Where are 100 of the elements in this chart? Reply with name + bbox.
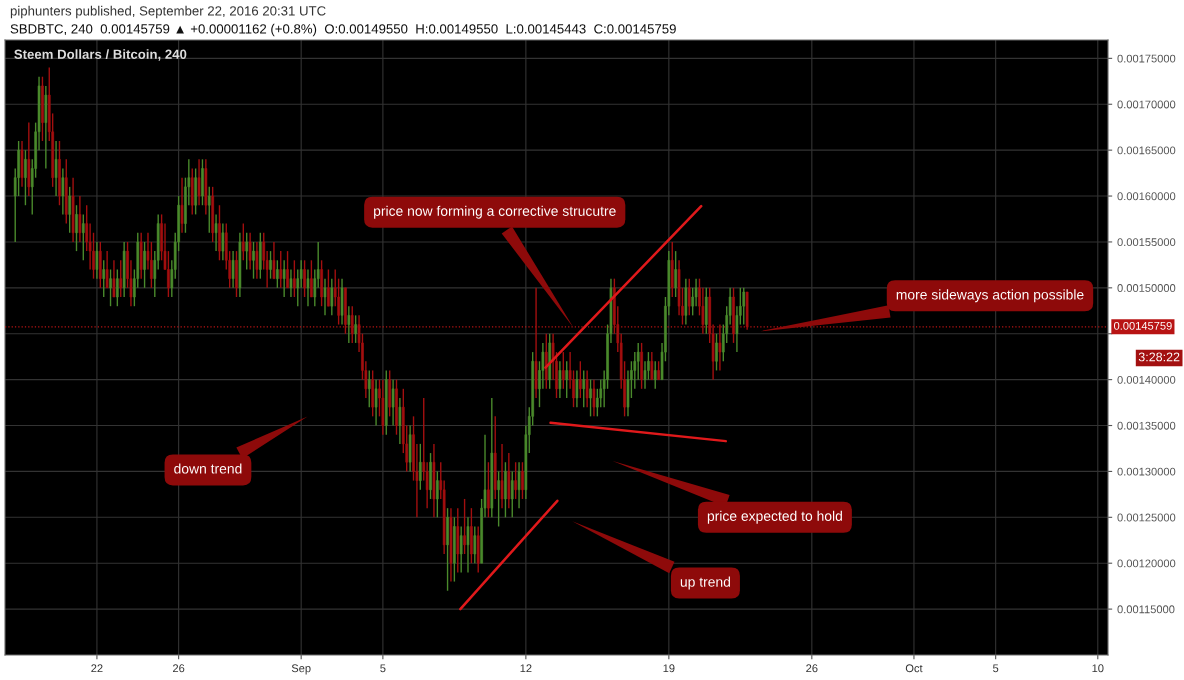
candlestick: [252, 241, 255, 280]
text: piphunters published, September 22, 2016 20:31 UTC: [10, 5, 326, 19]
candlestick: [214, 213, 218, 252]
y-tick-label: 0.00120000: [1117, 559, 1176, 568]
candlestick: [293, 259, 296, 298]
candlestick: [521, 461, 524, 500]
annotation: price now forming a corrective strucutre: [374, 205, 616, 219]
candlestick: [473, 525, 477, 564]
candlestick: [504, 461, 507, 519]
y-tick-label: 0.00140000: [1117, 375, 1176, 384]
candlestick: [466, 516, 470, 574]
x-tick-label: Oct: [905, 664, 923, 673]
candlestick: [75, 204, 78, 252]
candlestick: [143, 241, 146, 289]
candlestick: [95, 241, 99, 280]
candlestick: [487, 461, 490, 519]
candlestick: [653, 360, 657, 390]
x-tick-label: 26: [806, 664, 818, 673]
candlestick: [269, 250, 272, 280]
candlestick: [61, 167, 65, 216]
candlestick: [350, 305, 354, 344]
candlestick: [58, 140, 61, 206]
candlestick: [470, 507, 473, 564]
candlestick: [657, 360, 660, 381]
x-tick-label: 22: [91, 664, 103, 673]
candlestick: [429, 452, 432, 500]
candlestick: [320, 259, 323, 307]
candlestick: [398, 397, 402, 445]
candlestick: [589, 378, 592, 418]
candlestick: [418, 443, 422, 491]
text: Steem Dollars / Bitcoin, 240: [14, 49, 187, 61]
candlestick: [330, 277, 334, 317]
candlestick: [24, 149, 27, 206]
y-tick-label: 0.00150000: [1117, 284, 1176, 292]
candlestick: [367, 369, 371, 408]
candlestick: [650, 351, 654, 381]
candlestick: [517, 461, 521, 509]
candlestick: [310, 259, 313, 298]
text: SBDBTC, 240 0.00145759 ▲ +0.00001162 (+0.8%) O:0.00149550 H:0.00149550 L:0.00145443 C:0.00145759: [10, 23, 676, 37]
y-tick-label: 0.00165000: [1117, 146, 1176, 155]
candlestick: [497, 470, 500, 528]
candlestick: [201, 158, 204, 206]
candlestick: [303, 259, 306, 298]
candlestick: [592, 378, 596, 418]
annotation: more sideways action possible: [896, 289, 1084, 303]
y-tick-label: 0.00170000: [1117, 100, 1176, 109]
candlestick: [245, 232, 249, 271]
candlestick: [276, 259, 279, 289]
candlestick: [327, 268, 330, 307]
y-tick-label: 0.00135000: [1117, 421, 1176, 430]
candlestick: [640, 342, 643, 390]
candlestick: [116, 268, 119, 307]
x-tick-label: 26: [173, 664, 185, 673]
candlestick: [218, 204, 221, 261]
candlestick: [81, 213, 85, 261]
candlestick: [41, 76, 44, 142]
x-tick-label: 12: [520, 664, 532, 673]
candlestick: [395, 378, 398, 436]
candlestick: [207, 186, 211, 234]
candlestick: [313, 268, 317, 307]
candlestick: [211, 186, 214, 243]
candlestick: [742, 287, 746, 326]
candlestick: [323, 277, 327, 317]
candlestick: [109, 268, 112, 307]
ref-line-label: 0.00145759: [1113, 321, 1172, 330]
candlestick: [119, 259, 123, 298]
candlestick: [221, 222, 225, 261]
candlestick: [241, 222, 245, 261]
candlestick: [180, 176, 184, 234]
candlestick: [231, 250, 235, 289]
y-tick-label: 0.00125000: [1117, 513, 1176, 522]
candlestick: [436, 470, 439, 519]
candlestick: [112, 259, 116, 298]
candlestick: [78, 195, 82, 243]
x-tick-label: 5: [380, 664, 386, 673]
candlestick: [197, 158, 201, 206]
candlestick: [194, 167, 197, 216]
candlestick: [578, 360, 582, 399]
candlestick: [235, 250, 238, 298]
candlestick: [282, 259, 286, 298]
candlestick: [68, 186, 72, 234]
candlestick: [715, 333, 718, 372]
candlestick: [446, 507, 449, 592]
candlestick: [54, 140, 58, 197]
text: 3:28:22: [1138, 352, 1180, 362]
x-tick-label: 19: [663, 664, 675, 673]
candlestick: [286, 250, 289, 289]
candlestick: [255, 241, 259, 280]
y-tick-label: 0.00155000: [1117, 238, 1176, 247]
candlestick: [102, 259, 106, 298]
y-tick-label: 0.00175000: [1117, 54, 1176, 63]
annotation: price expected to hold: [707, 510, 842, 524]
candlestick: [575, 369, 579, 408]
candlestick: [391, 378, 395, 427]
candlestick: [565, 360, 569, 399]
y-tick-label: 0.00130000: [1117, 467, 1176, 476]
candlestick: [354, 314, 357, 344]
annotation: up trend: [680, 576, 730, 590]
candlestick: [371, 369, 374, 418]
candlestick: [687, 277, 691, 317]
